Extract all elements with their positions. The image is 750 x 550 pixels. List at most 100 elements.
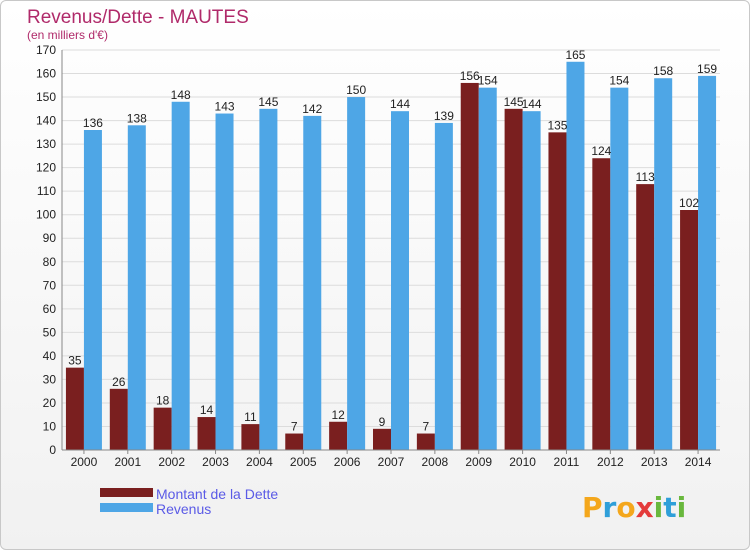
y-tick-label: 60 bbox=[43, 302, 57, 316]
logo-letter: o bbox=[616, 491, 635, 524]
data-label-revenue-2014: 159 bbox=[697, 62, 717, 76]
bar-revenue-2003 bbox=[215, 113, 234, 450]
x-tick-label: 2002 bbox=[158, 455, 185, 469]
y-tick-label: 140 bbox=[36, 114, 56, 128]
bar-debt-2004 bbox=[241, 424, 260, 450]
data-label-revenue-2012: 154 bbox=[609, 74, 629, 88]
bar-debt-2011 bbox=[548, 132, 567, 450]
data-label-revenue-2007: 144 bbox=[390, 97, 410, 111]
bar-debt-2009 bbox=[460, 82, 479, 451]
data-label-revenue-2010: 144 bbox=[522, 97, 542, 111]
bar-debt-2002 bbox=[153, 407, 172, 450]
bar-debt-2006 bbox=[329, 421, 348, 450]
data-label-debt-2010: 145 bbox=[504, 95, 524, 109]
y-tick-label: 70 bbox=[43, 278, 57, 292]
data-label-debt-2002: 18 bbox=[156, 394, 170, 408]
x-tick-label: 2000 bbox=[71, 455, 98, 469]
data-label-revenue-2001: 138 bbox=[127, 111, 147, 125]
bar-revenue-2011 bbox=[566, 61, 585, 450]
x-tick-label: 2001 bbox=[114, 455, 141, 469]
y-tick-label: 50 bbox=[43, 325, 57, 339]
y-tick-label: 110 bbox=[37, 184, 56, 198]
logo-letter: i bbox=[654, 491, 664, 524]
bar-revenue-2001 bbox=[127, 125, 146, 450]
y-tick-label: 170 bbox=[36, 43, 56, 57]
chart-title: Revenus/Dette - MAUTES bbox=[27, 7, 249, 28]
y-tick-label: 130 bbox=[36, 137, 56, 151]
x-tick-label: 2004 bbox=[246, 455, 273, 469]
data-label-revenue-2013: 158 bbox=[653, 64, 673, 78]
logo-letter: r bbox=[603, 491, 617, 524]
data-label-revenue-2004: 145 bbox=[258, 95, 278, 109]
y-tick-label: 80 bbox=[43, 255, 57, 269]
x-tick-label: 2008 bbox=[422, 455, 449, 469]
bar-debt-2003 bbox=[197, 417, 216, 450]
y-tick-label: 30 bbox=[43, 372, 57, 386]
y-tick-label: 90 bbox=[43, 231, 57, 245]
legend-label-revenue: Revenus bbox=[156, 501, 211, 517]
data-label-revenue-2011: 165 bbox=[565, 48, 585, 62]
y-tick-label: 100 bbox=[36, 208, 56, 222]
x-tick-label: 2003 bbox=[202, 455, 229, 469]
bar-revenue-2009 bbox=[478, 87, 497, 450]
legend: Montant de la Dette Revenus bbox=[100, 486, 278, 517]
x-axis: 2000 2001 2002 2003 2004 2005 2006 2007 2008 2009… bbox=[62, 449, 720, 469]
bar-revenue-2010 bbox=[522, 111, 541, 451]
legend-label-debt: Montant de la Dette bbox=[156, 486, 278, 502]
logo-letter: P bbox=[582, 491, 603, 524]
data-label-debt-2003: 14 bbox=[200, 403, 214, 417]
bar-revenue-2008 bbox=[434, 122, 453, 451]
data-label-debt-2011: 135 bbox=[547, 118, 567, 132]
x-tick-label: 2009 bbox=[465, 455, 492, 469]
data-label-revenue-2003: 143 bbox=[215, 100, 235, 114]
data-label-debt-2004: 11 bbox=[244, 410, 257, 424]
x-tick-label: 2005 bbox=[290, 455, 317, 469]
bar-debt-2007 bbox=[373, 428, 391, 450]
bar-revenue-2013 bbox=[654, 78, 673, 450]
data-label-revenue-2000: 136 bbox=[83, 116, 103, 130]
bar-debt-2010 bbox=[504, 108, 523, 450]
data-label-debt-2014: 102 bbox=[679, 196, 699, 210]
data-label-debt-2013: 113 bbox=[636, 170, 655, 184]
data-label-revenue-2002: 148 bbox=[171, 88, 191, 102]
x-tick-label: 2013 bbox=[641, 455, 668, 469]
chart-subtitle: (en milliers d'€) bbox=[27, 28, 108, 42]
y-tick-label: 120 bbox=[36, 161, 56, 175]
x-tick-label: 2014 bbox=[685, 455, 712, 469]
y-tick-label: 10 bbox=[43, 419, 57, 433]
data-labels: 35 136 26 138 18 148 14 143 11 145 7 142 12 150 9 144 7 1… bbox=[68, 48, 717, 434]
x-tick-label: 2011 bbox=[554, 455, 580, 469]
bar-revenue-2007 bbox=[391, 111, 409, 451]
data-label-debt-2009: 156 bbox=[460, 69, 480, 83]
x-tick-label: 2010 bbox=[509, 455, 536, 469]
bar-debt-2012 bbox=[592, 158, 611, 450]
bar-debt-2000 bbox=[65, 367, 84, 450]
bar-revenue-2004 bbox=[259, 108, 278, 450]
bar-revenue-2012 bbox=[610, 87, 629, 450]
data-label-revenue-2006: 150 bbox=[346, 83, 366, 97]
data-label-debt-2000: 35 bbox=[68, 354, 82, 368]
bar-revenue-2014 bbox=[698, 75, 717, 450]
data-label-debt-2008: 7 bbox=[423, 420, 430, 434]
bar-revenue-2006 bbox=[347, 97, 366, 450]
bar-revenue-2005 bbox=[303, 115, 322, 450]
data-label-revenue-2008: 139 bbox=[434, 109, 454, 123]
bar-debt-2008 bbox=[416, 433, 435, 450]
proxiti-logo: Proxiti bbox=[582, 491, 686, 524]
x-tick-label: 2007 bbox=[378, 455, 405, 469]
bar-revenue-2000 bbox=[83, 130, 102, 450]
bars bbox=[65, 61, 717, 451]
y-axis: 0 10 20 30 40 50 60 70 80 90 100 110 120 130 140 150 160… bbox=[36, 43, 63, 457]
data-label-debt-2006: 12 bbox=[331, 408, 345, 422]
legend-swatch-debt bbox=[100, 488, 153, 497]
bar-debt-2013 bbox=[636, 184, 655, 450]
data-label-debt-2012: 124 bbox=[591, 144, 611, 158]
bar-revenue-2002 bbox=[171, 101, 190, 450]
bar-debt-2014 bbox=[680, 210, 699, 450]
x-tick-label: 2012 bbox=[597, 455, 624, 469]
data-label-revenue-2005: 142 bbox=[302, 102, 322, 116]
logo-letter: x bbox=[636, 491, 654, 524]
data-label-debt-2001: 26 bbox=[112, 375, 126, 389]
y-tick-label: 40 bbox=[43, 349, 57, 363]
